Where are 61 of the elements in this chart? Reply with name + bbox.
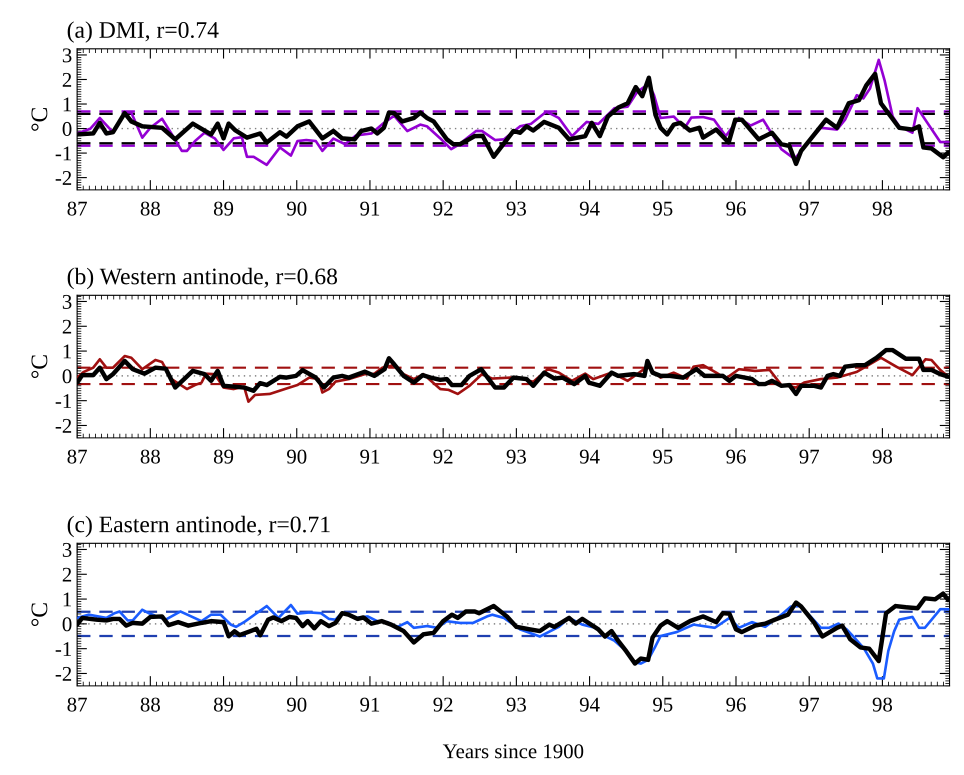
y-tick-label: 0	[62, 122, 72, 136]
x-tick-label: 97	[799, 202, 820, 216]
x-tick-label: 90	[287, 202, 306, 216]
x-tick-label: 91	[360, 202, 380, 216]
x-tick-label: 94	[580, 698, 600, 712]
x-tick-label: 96	[726, 202, 746, 216]
x-tick-label: 96	[726, 698, 746, 712]
y-tick-label: 3	[62, 294, 72, 309]
x-tick-label: 92	[433, 450, 452, 464]
y-tick-label: 3	[62, 542, 72, 557]
x-tick-label: 87	[68, 202, 87, 216]
x-tick-label: 87	[68, 450, 87, 464]
y-tick-label: 0	[62, 369, 72, 384]
y-axis-title: °C	[31, 108, 48, 131]
y-tick-label: -2	[56, 666, 72, 681]
chart-title: (a) DMI, r=0.74	[68, 21, 219, 43]
x-tick-label: 88	[140, 450, 160, 464]
x-tick-label: 93	[506, 450, 526, 464]
y-tick-label: 2	[62, 72, 72, 87]
x-axis-title: Years since 1900	[442, 744, 584, 758]
x-tick-label: 94	[580, 202, 600, 216]
x-tick-label: 91	[360, 698, 380, 712]
x-tick-label: 95	[653, 202, 672, 216]
x-tick-label: 93	[506, 202, 526, 216]
y-tick-label: 0	[62, 617, 72, 632]
x-tick-label: 94	[580, 450, 600, 464]
x-tick-label: 97	[799, 698, 820, 712]
x-tick-label: 89	[214, 450, 234, 464]
x-tick-label: 98	[872, 698, 892, 712]
y-tick-label: 3	[62, 48, 72, 62]
x-tick-label: 98	[872, 202, 892, 216]
x-tick-label: 88	[140, 202, 160, 216]
x-tick-label: 97	[799, 450, 820, 464]
x-tick-label: 98	[872, 450, 892, 464]
chart-title: (c) Eastern antinode, r=0.71	[68, 516, 330, 538]
x-tick-label: 93	[506, 698, 526, 712]
x-tick-label: 92	[433, 202, 452, 216]
y-tick-label: 1	[64, 592, 72, 606]
y-tick-label: 1	[64, 97, 72, 112]
y-tick-label: -1	[56, 146, 72, 160]
x-tick-label: 95	[653, 450, 672, 464]
y-tick-label: -2	[56, 418, 72, 433]
y-tick-label: 2	[62, 320, 72, 334]
x-tick-label: 92	[433, 698, 452, 712]
x-tick-label: 88	[140, 698, 160, 712]
y-tick-label: -1	[56, 394, 72, 408]
y-tick-label: 2	[62, 568, 72, 582]
y-tick-label: -2	[56, 171, 72, 185]
x-tick-label: 90	[287, 698, 306, 712]
x-tick-label: 87	[68, 698, 87, 712]
x-tick-label: 91	[360, 450, 380, 464]
chart-title: (b) Western antinode, r=0.68	[68, 268, 338, 290]
y-tick-label: -1	[56, 642, 72, 656]
y-axis-title: °C	[31, 355, 48, 378]
x-tick-label: 90	[287, 450, 306, 464]
x-tick-label: 95	[653, 698, 672, 712]
x-tick-label: 96	[726, 450, 746, 464]
x-tick-label: 89	[214, 202, 234, 216]
y-tick-label: 1	[64, 344, 72, 358]
x-tick-label: 89	[214, 698, 234, 712]
y-axis-title: °C	[31, 603, 48, 626]
